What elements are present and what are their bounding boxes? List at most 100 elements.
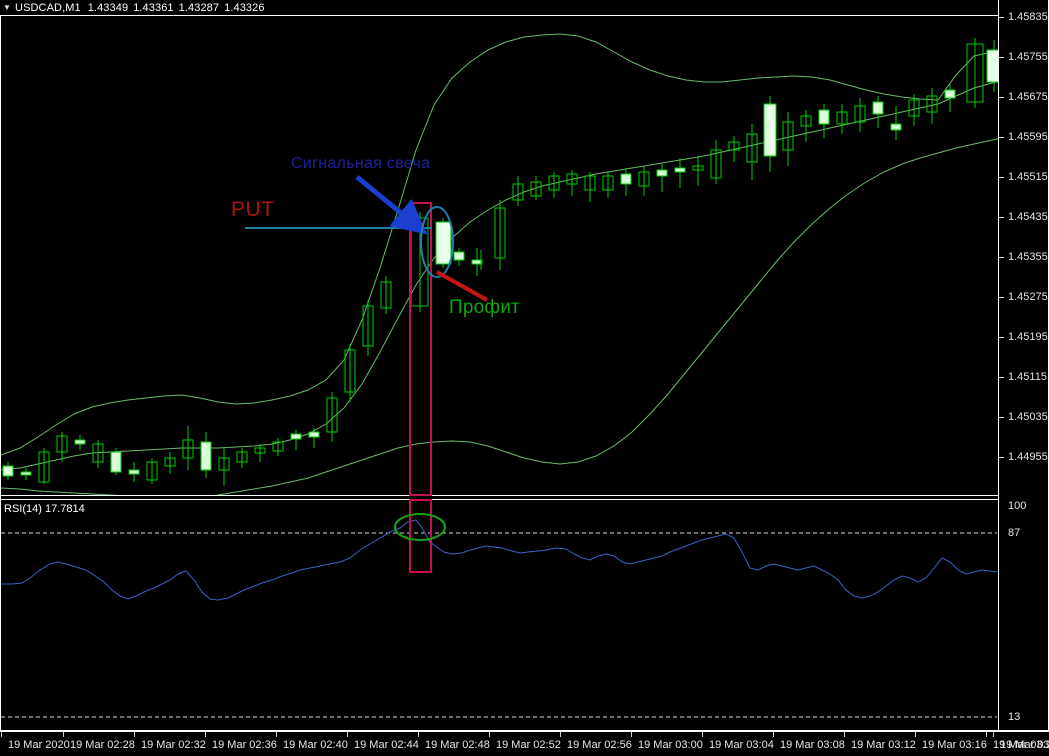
chart-left-border — [0, 15, 1, 731]
price-axis-label: 1.45835 — [1008, 11, 1048, 23]
profit-pointer-line — [436, 270, 488, 302]
price-axis-label: 1.45515 — [1008, 171, 1048, 183]
rsi-indicator-label: RSI(14) 17.7814 — [4, 503, 85, 515]
price-axis-label: 1.45595 — [1008, 131, 1048, 143]
candle-group-left — [2, 392, 338, 486]
rsi-overbought-ellipse[interactable] — [394, 513, 446, 541]
time-axis-label: 19 Mar 02:36 — [212, 739, 277, 751]
bollinger-middle-band — [1, 81, 998, 471]
rsi-axis-label-100: 100 — [1008, 500, 1027, 512]
time-axis-tick — [1, 732, 2, 737]
time-axis-tick — [560, 732, 561, 737]
chart-bottom-border — [0, 730, 1049, 731]
annotation-graphics — [245, 175, 488, 573]
price-axis-label: 1.45275 — [1008, 291, 1048, 303]
signal-candle-body — [410, 217, 429, 307]
rsi-plot-group — [1, 519, 998, 718]
price-axis[interactable]: 1.45835 1.45755 1.45675 1.45595 1.45515 1.454… — [999, 0, 1049, 731]
signal-arrow — [355, 175, 428, 235]
price-axis-tick — [999, 17, 1004, 18]
price-axis-label: 1.45675 — [1008, 91, 1048, 103]
time-axis-label: 19 Mar 02:44 — [354, 739, 419, 751]
price-axis-label: 1.45115 — [1008, 371, 1047, 383]
price-axis-tick — [999, 417, 1004, 418]
panel-separator-bottom — [0, 499, 998, 500]
price-axis-tick — [999, 217, 1004, 218]
time-axis-label: 19 Mar 02:56 — [567, 739, 632, 751]
price-axis-label: 1.44955 — [1008, 451, 1048, 463]
chart-title-bar: ▼ USDCAD,M1 1.43349 1.43361 1.43287 1.43… — [0, 0, 998, 15]
price-axis-tick — [999, 377, 1004, 378]
time-axis-label: 19 Mar 03:04 — [709, 739, 774, 751]
time-axis-tick — [702, 732, 703, 737]
price-axis-tick — [999, 97, 1004, 98]
time-axis-tick — [134, 732, 135, 737]
candle-group-plateau — [494, 156, 704, 270]
time-axis-label: 19 Mar 03:08 — [780, 739, 845, 751]
price-plot-group — [1, 33, 998, 495]
candlestick-series — [2, 38, 998, 486]
price-axis-label: 1.45035 — [1008, 411, 1048, 423]
ohlc-high: 1.43361 — [133, 1, 174, 14]
time-axis-label: 19 Mar 03:24 — [1000, 739, 1049, 751]
time-axis-label: 19 Mar 03:20 — [993, 739, 1049, 751]
time-axis-tick — [418, 732, 419, 737]
time-axis-tick — [276, 732, 277, 737]
profit-candle-ellipse[interactable] — [420, 206, 454, 278]
ohlc-close: 1.43326 — [224, 1, 265, 14]
time-axis-label: 19 Mar 02:48 — [425, 739, 490, 751]
time-axis-tick — [773, 732, 774, 737]
time-axis-label: 19 Mar 02:28 — [70, 739, 135, 751]
time-axis-tick — [205, 732, 206, 737]
time-axis-label: 19 Mar 02:32 — [141, 739, 206, 751]
rsi-line — [1, 519, 998, 601]
time-axis-label: 19 Mar 02:52 — [496, 739, 561, 751]
candle-group-profit — [435, 218, 483, 276]
bollinger-upper-band — [1, 33, 998, 456]
profit-candle-body — [435, 221, 452, 265]
chevron-down-icon[interactable]: ▼ — [3, 2, 12, 12]
signal-highlight-box[interactable] — [409, 202, 432, 496]
price-axis-label: 1.45755 — [1008, 51, 1048, 63]
price-axis-tick — [999, 337, 1004, 338]
signal-candle-annotation: Сигнальная свеча — [291, 155, 431, 172]
panel-separator-top — [0, 495, 998, 496]
time-axis-separator — [0, 731, 1049, 732]
ohlc-open: 1.43349 — [87, 1, 129, 14]
price-axis-tick — [999, 137, 1004, 138]
time-axis-tick — [631, 732, 632, 737]
rsi-axis-label-87: 87 — [1008, 527, 1021, 539]
time-axis-tick — [986, 732, 987, 737]
rsi-axis-label-13: 13 — [1008, 711, 1021, 723]
time-axis-label: 19 Mar 03:12 — [851, 739, 916, 751]
time-axis-tick — [489, 732, 490, 737]
time-axis-label: 19 Mar 2020 — [8, 739, 70, 751]
time-axis-tick — [915, 732, 916, 737]
chart-top-border — [0, 15, 998, 16]
price-axis-label: 1.45355 — [1008, 251, 1048, 263]
time-axis-tick — [347, 732, 348, 737]
price-axis-tick — [999, 457, 1004, 458]
time-axis-label: 19 Mar 03:00 — [638, 739, 703, 751]
price-axis-label: 1.45195 — [1008, 331, 1048, 343]
ohlc-low: 1.43287 — [178, 1, 220, 14]
time-axis-tick — [993, 732, 994, 737]
price-axis-label: 1.45435 — [1008, 211, 1048, 223]
price-axis-tick — [999, 57, 1004, 58]
candle-group-rally — [344, 212, 429, 402]
put-annotation: PUT — [231, 198, 275, 221]
price-axis-separator — [998, 0, 999, 731]
time-axis-label: 19 Mar 03:16 — [922, 739, 987, 751]
candle-group-right — [710, 38, 998, 184]
price-axis-tick — [999, 177, 1004, 178]
time-axis[interactable]: 19 Mar 2020 19 Mar 02:28 19 Mar 02:32 19 Ma… — [0, 732, 1049, 756]
profit-annotation: Профит — [449, 297, 520, 318]
price-axis-tick — [999, 257, 1004, 258]
chart-symbol-label: USDCAD,M1 — [15, 1, 81, 14]
price-axis-tick — [999, 297, 1004, 298]
signal-highlight-box-rsi[interactable] — [409, 499, 432, 573]
time-axis-label: 19 Mar 02:40 — [283, 739, 348, 751]
time-axis-tick — [63, 732, 64, 737]
